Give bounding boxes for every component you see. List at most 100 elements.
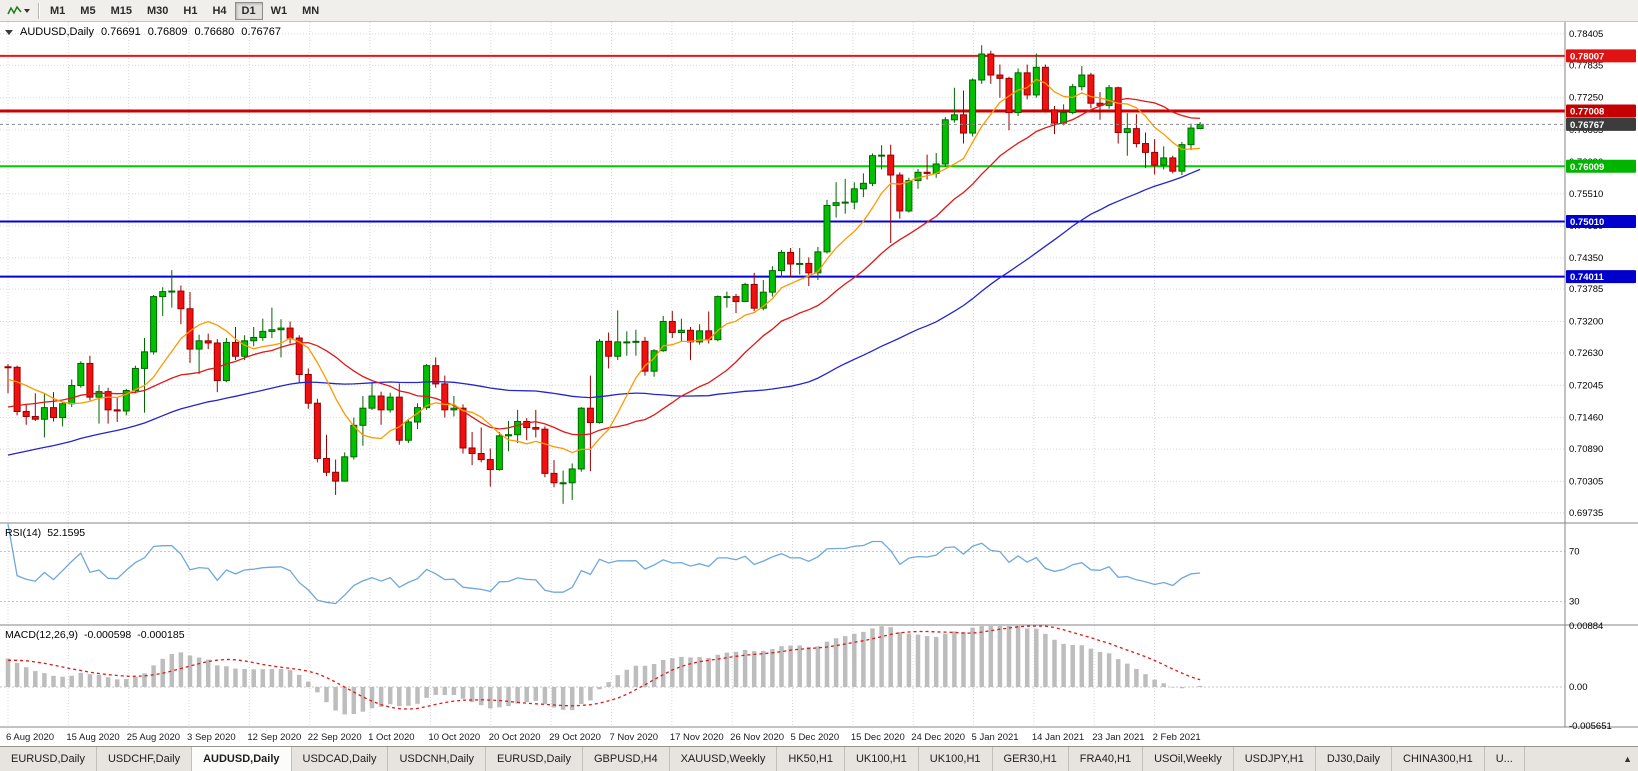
macd-value: -0.000598 <box>83 629 132 641</box>
ma-mid <box>7 97 1201 436</box>
svg-text:29 Oct 2020: 29 Oct 2020 <box>549 732 601 743</box>
ohlc-close: 0.76767 <box>241 26 282 38</box>
svg-text:15 Dec 2020: 15 Dec 2020 <box>851 732 905 743</box>
timeframe-buttons: M1 M5 M15 M30 H1 H4 D1 W1 MN <box>43 1 326 20</box>
macd-title: MACD(12,26,9) <box>5 629 78 641</box>
svg-text:-0.005651: -0.005651 <box>1569 721 1612 732</box>
svg-text:0.00: 0.00 <box>1569 682 1588 693</box>
chart-tab[interactable]: DJ30,Daily <box>1315 747 1393 771</box>
svg-text:7 Nov 2020: 7 Nov 2020 <box>609 732 658 743</box>
svg-text:0.70305: 0.70305 <box>1569 476 1603 487</box>
svg-text:0.74011: 0.74011 <box>1570 272 1605 283</box>
collapse-triangle-icon[interactable] <box>5 29 13 35</box>
timeframe-m15[interactable]: M15 <box>104 2 139 20</box>
svg-text:0.71460: 0.71460 <box>1569 413 1603 424</box>
svg-text:15 Aug 2020: 15 Aug 2020 <box>66 732 119 743</box>
price-axis-badges: 0.78007 0.77008 0.76767 0.76009 0.75010 0.740… <box>1566 49 1636 284</box>
svg-text:30: 30 <box>1569 597 1580 608</box>
timeframe-toolbar: M1 M5 M15 M30 H1 H4 D1 W1 MN <box>0 0 1638 22</box>
ohlc-low: 0.76680 <box>194 26 235 38</box>
chart-tabbar: EURUSD,Daily USDCHF,Daily AUDUSD,Daily USDC… <box>0 746 1638 771</box>
svg-text:5 Jan 2021: 5 Jan 2021 <box>972 732 1019 743</box>
price-axis: 0.784050.778350.772500.766650.760900.755… <box>1569 29 1612 732</box>
svg-text:0.78405: 0.78405 <box>1569 29 1603 40</box>
svg-text:12 Sep 2020: 12 Sep 2020 <box>247 732 301 743</box>
chart-tab[interactable]: GER30,H1 <box>992 747 1069 771</box>
macd-signal <box>8 625 1201 710</box>
svg-text:0.00884: 0.00884 <box>1569 621 1603 632</box>
chart-tab[interactable]: GBPUSD,H4 <box>583 747 670 771</box>
svg-text:0.77008: 0.77008 <box>1570 107 1604 118</box>
time-axis: 6 Aug 2020 15 Aug 2020 25 Aug 2020 3 Sep 20… <box>6 732 1201 743</box>
svg-text:0.72045: 0.72045 <box>1569 380 1603 391</box>
chart-legend: AUDUSD,Daily 0.76691 0.76809 0.76680 0.7… <box>5 26 281 38</box>
macd-signal-value: -0.000185 <box>137 629 185 641</box>
chart-tab[interactable]: UK100,H1 <box>918 747 993 771</box>
periodicity-icon[interactable] <box>3 3 34 19</box>
chart-symbol-period: AUDUSD,Daily <box>20 26 94 38</box>
ohlc-high: 0.76809 <box>147 26 188 38</box>
chart-tab[interactable]: USOil,Weekly <box>1143 747 1234 771</box>
rsi-title: RSI(14) <box>5 527 42 539</box>
candles <box>4 45 1204 504</box>
timeframe-h4[interactable]: H4 <box>205 2 233 20</box>
svg-text:0.70890: 0.70890 <box>1569 444 1603 455</box>
chart-tab[interactable]: EURUSD,Daily <box>0 747 97 771</box>
svg-text:0.69735: 0.69735 <box>1569 508 1603 519</box>
timeframe-m30[interactable]: M30 <box>140 2 175 20</box>
support-resistance-lines[interactable] <box>0 54 1565 278</box>
svg-text:17 Nov 2020: 17 Nov 2020 <box>670 732 724 743</box>
chart-tab[interactable]: EURUSD,Daily <box>486 747 583 771</box>
chart-area: 0.784050.778350.772500.766650.760900.755… <box>0 22 1638 747</box>
timeframe-m5[interactable]: M5 <box>73 2 102 20</box>
tabbar-scroll-icon[interactable]: ▲ <box>1620 747 1635 771</box>
svg-text:20 Oct 2020: 20 Oct 2020 <box>489 732 541 743</box>
timeframe-w1[interactable]: W1 <box>264 2 295 20</box>
svg-text:2 Feb 2021: 2 Feb 2021 <box>1153 732 1201 743</box>
chart-tab[interactable]: AUDUSD,Daily <box>192 747 292 771</box>
macd-histogram <box>5 626 1203 715</box>
chart-tabs: EURUSD,Daily USDCHF,Daily AUDUSD,Daily USDC… <box>0 747 1525 771</box>
svg-text:0.77835: 0.77835 <box>1569 60 1603 71</box>
svg-text:0.77250: 0.77250 <box>1569 93 1603 104</box>
svg-text:0.75510: 0.75510 <box>1569 189 1603 200</box>
svg-text:25 Aug 2020: 25 Aug 2020 <box>127 732 180 743</box>
svg-text:0.78007: 0.78007 <box>1570 51 1604 62</box>
rsi-line <box>7 523 1201 605</box>
chart-tab[interactable]: USDCNH,Daily <box>388 747 487 771</box>
svg-text:6 Aug 2020: 6 Aug 2020 <box>6 732 54 743</box>
svg-text:3 Sep 2020: 3 Sep 2020 <box>187 732 236 743</box>
ma-fast <box>7 78 1201 454</box>
svg-text:5 Dec 2020: 5 Dec 2020 <box>791 732 840 743</box>
svg-text:0.75010: 0.75010 <box>1570 217 1604 228</box>
chart-tab[interactable]: U... <box>1484 747 1525 771</box>
svg-text:0.73785: 0.73785 <box>1569 284 1603 295</box>
chart-tab[interactable]: USDCHF,Daily <box>96 747 193 771</box>
chevron-down-icon <box>24 8 30 13</box>
ohlc-open: 0.76691 <box>100 26 141 38</box>
chart-zigzag-icon <box>7 5 22 15</box>
chart-tab[interactable]: FRA40,H1 <box>1068 747 1144 771</box>
toolbar-separator <box>38 2 39 19</box>
chart-tab[interactable]: XAUUSD,Weekly <box>669 747 778 771</box>
grid <box>0 22 1565 727</box>
timeframe-m1[interactable]: M1 <box>43 2 72 20</box>
chart-tab[interactable]: USDCAD,Daily <box>291 747 389 771</box>
chart-canvas[interactable]: 0.784050.778350.772500.766650.760900.755… <box>0 22 1638 747</box>
svg-text:22 Sep 2020: 22 Sep 2020 <box>308 732 362 743</box>
chart-tab[interactable]: CHINA300,H1 <box>1392 747 1485 771</box>
svg-text:10 Oct 2020: 10 Oct 2020 <box>428 732 480 743</box>
svg-text:70: 70 <box>1569 547 1580 558</box>
ma-slow <box>7 168 1201 456</box>
timeframe-mn[interactable]: MN <box>295 2 326 20</box>
svg-text:0.73200: 0.73200 <box>1569 316 1603 327</box>
timeframe-h1[interactable]: H1 <box>176 2 204 20</box>
chart-tab[interactable]: UK100,H1 <box>844 747 919 771</box>
chart-tab[interactable]: HK50,H1 <box>777 747 845 771</box>
panel-separators[interactable] <box>0 22 1638 728</box>
macd-label: MACD(12,26,9) -0.000598 -0.000185 <box>5 629 185 641</box>
chart-tab[interactable]: USDJPY,H1 <box>1233 747 1316 771</box>
timeframe-d1[interactable]: D1 <box>234 1 263 20</box>
svg-text:1 Oct 2020: 1 Oct 2020 <box>368 732 414 743</box>
